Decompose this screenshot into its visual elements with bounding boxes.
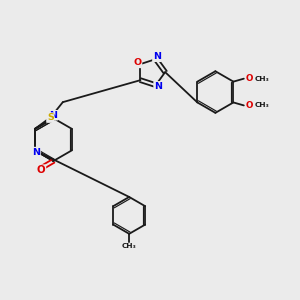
Text: N: N <box>153 52 161 61</box>
Text: CH₃: CH₃ <box>255 102 270 108</box>
Text: N: N <box>50 111 57 120</box>
Text: S: S <box>47 113 54 122</box>
Text: N: N <box>154 82 162 91</box>
Text: O: O <box>134 58 142 68</box>
Text: O: O <box>37 165 45 175</box>
Text: O: O <box>246 101 253 110</box>
Text: CH₃: CH₃ <box>122 243 136 249</box>
Text: N: N <box>32 148 40 157</box>
Text: CH₃: CH₃ <box>255 76 270 82</box>
Text: O: O <box>246 74 253 83</box>
